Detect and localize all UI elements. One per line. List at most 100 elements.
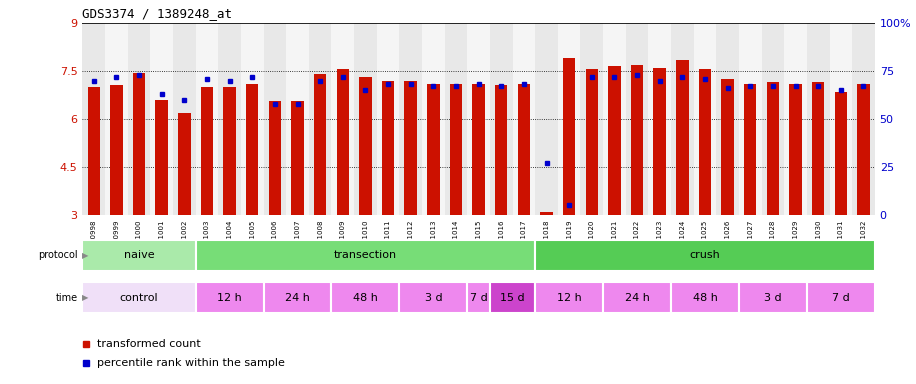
Text: 7 d: 7 d [832,293,850,303]
Bar [399,282,467,313]
Bar [807,282,875,313]
Text: 3 d: 3 d [764,293,781,303]
Bar [563,58,575,215]
Bar [450,84,463,215]
Bar [82,282,196,313]
Bar [671,282,739,313]
Bar [603,282,671,313]
Bar [88,87,100,215]
Bar [332,23,354,215]
Bar [110,86,123,215]
Bar [178,113,191,215]
Text: 15 d: 15 d [500,293,525,303]
Text: 3 d: 3 d [424,293,442,303]
Bar [268,101,281,215]
Bar [224,87,235,215]
Text: protocol: protocol [38,250,78,260]
Bar [314,74,326,215]
Bar [722,79,734,215]
Bar [649,23,671,215]
Bar [581,23,603,215]
Bar [82,23,105,215]
Bar [716,23,739,215]
Bar [653,68,666,215]
Text: crush: crush [690,250,720,260]
Bar [82,240,196,271]
Bar [852,23,875,215]
Bar [857,84,869,215]
Bar [359,78,372,215]
Bar [535,282,603,313]
Bar [807,23,830,215]
Bar [173,23,196,215]
Bar [558,23,581,215]
Bar [490,23,513,215]
Bar [201,87,213,215]
Bar [490,282,535,313]
Bar [241,23,264,215]
Bar [812,82,824,215]
Bar [405,81,417,215]
Bar [286,23,309,215]
Bar [540,212,552,215]
Bar [535,23,558,215]
Text: GDS3374 / 1389248_at: GDS3374 / 1389248_at [82,7,233,20]
Text: 24 h: 24 h [285,293,310,303]
Bar [150,23,173,215]
Bar [631,65,643,215]
Bar [473,84,485,215]
Bar [127,23,150,215]
Bar [767,82,780,215]
Bar [535,240,875,271]
Bar [830,23,852,215]
Bar [156,100,168,215]
Bar [309,23,332,215]
Bar [518,84,530,215]
Bar [739,282,807,313]
Bar [608,66,621,215]
Bar [444,23,467,215]
Text: naive: naive [124,250,155,260]
Bar [376,23,399,215]
Bar [739,23,761,215]
Bar [676,60,689,215]
Bar [218,23,241,215]
Text: ▶: ▶ [82,293,88,302]
Bar [354,23,376,215]
Text: percentile rank within the sample: percentile rank within the sample [97,358,285,368]
Bar [699,70,711,215]
Bar [744,84,757,215]
Text: 48 h: 48 h [692,293,717,303]
Bar [264,23,286,215]
Bar [626,23,649,215]
Text: 7 d: 7 d [470,293,487,303]
Text: 24 h: 24 h [625,293,649,303]
Bar [133,73,146,215]
Text: time: time [56,293,78,303]
Bar [693,23,716,215]
Bar [336,70,349,215]
Text: ▶: ▶ [82,251,88,260]
Bar [105,23,127,215]
Bar [264,282,332,313]
Bar [784,23,807,215]
Text: control: control [120,293,158,303]
Bar [332,282,399,313]
Bar [196,282,264,313]
Bar [671,23,693,215]
Bar [196,23,218,215]
Bar [246,84,258,215]
Bar [834,92,847,215]
Bar [427,84,440,215]
Bar [467,282,490,313]
Bar [382,81,394,215]
Text: 12 h: 12 h [557,293,582,303]
Bar [603,23,626,215]
Bar [399,23,422,215]
Bar [467,23,490,215]
Bar [495,86,507,215]
Text: transformed count: transformed count [97,339,201,349]
Bar [422,23,444,215]
Text: 48 h: 48 h [353,293,378,303]
Text: 12 h: 12 h [217,293,242,303]
